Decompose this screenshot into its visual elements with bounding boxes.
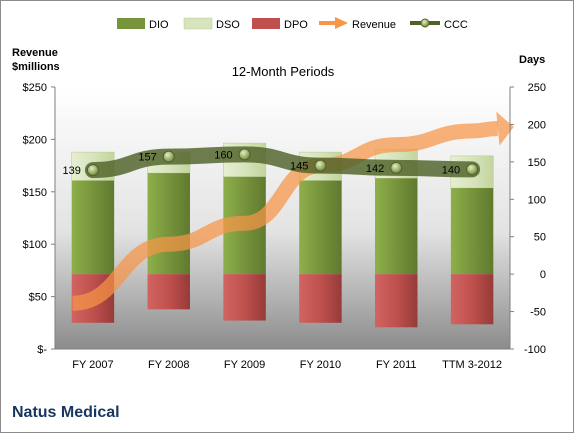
company-name: Natus Medical bbox=[12, 404, 120, 421]
ccc-data-label: 145 bbox=[290, 161, 308, 173]
ccc-point bbox=[314, 159, 327, 172]
dpo-bar bbox=[299, 274, 342, 323]
legend-item-ccc: CCC bbox=[410, 18, 468, 31]
left-tick-label: $100 bbox=[23, 239, 47, 251]
dio-bar bbox=[71, 180, 115, 275]
legend-label-dio: DIO bbox=[149, 19, 169, 31]
left-axis-label-line2: $millions bbox=[12, 61, 60, 73]
dio-bar bbox=[299, 180, 342, 275]
legend-label-revenue: Revenue bbox=[352, 19, 396, 31]
x-tick-label: FY 2008 bbox=[148, 359, 189, 371]
revenue-arrowhead bbox=[496, 111, 514, 146]
right-tick-label: 0 bbox=[540, 269, 546, 281]
ccc-point bbox=[162, 150, 175, 163]
x-tick-label: TTM 3-2012 bbox=[442, 359, 502, 371]
ccc-data-label: 157 bbox=[138, 152, 156, 164]
left-tick-label: $50 bbox=[29, 292, 47, 304]
dpo-bar bbox=[147, 274, 190, 310]
dpo-bar bbox=[223, 274, 266, 321]
chart-title: 12-Month Periods bbox=[232, 64, 335, 79]
legend-item-dio: DIO bbox=[117, 18, 169, 31]
right-tick-label: 50 bbox=[534, 232, 546, 244]
legend-label-dso: DSO bbox=[216, 19, 240, 31]
x-tick-label: FY 2007 bbox=[72, 359, 113, 371]
ccc-point bbox=[238, 148, 251, 161]
ccc-data-label: 160 bbox=[214, 149, 232, 161]
ccc-data-label: 140 bbox=[442, 164, 460, 176]
dpo-bar bbox=[450, 274, 494, 325]
legend-item-dpo: DPO bbox=[252, 18, 308, 31]
left-tick-label: $150 bbox=[23, 187, 47, 199]
x-tick-label: FY 2010 bbox=[300, 359, 341, 371]
legend-label-ccc: CCC bbox=[444, 19, 468, 31]
axes-layer: $- $50 $100 $150 $200 $250 -100 -50 0 50 100 150 200… bbox=[23, 82, 546, 371]
plot-area bbox=[55, 87, 510, 349]
ccc-data-label: 139 bbox=[63, 165, 81, 177]
ccc-layer: 139 157 160 145 142 140 bbox=[63, 146, 481, 179]
left-tick-label: $- bbox=[37, 344, 47, 356]
left-axis-label-line1: Revenue bbox=[12, 47, 58, 59]
left-tick-label: $200 bbox=[23, 134, 47, 146]
right-tick-label: 250 bbox=[528, 82, 546, 94]
right-tick-label: 200 bbox=[528, 119, 546, 131]
ccc-point bbox=[86, 164, 99, 177]
right-tick-label: -50 bbox=[530, 307, 546, 319]
right-tick-label: 100 bbox=[528, 194, 546, 206]
right-tick-label: -100 bbox=[524, 344, 546, 356]
right-axis-label: Days bbox=[519, 54, 545, 66]
dio-bar bbox=[147, 173, 190, 275]
left-tick-label: $250 bbox=[23, 82, 47, 94]
ccc-data-label: 142 bbox=[366, 163, 384, 175]
ccc-point bbox=[390, 161, 403, 174]
legend-item-revenue: Revenue bbox=[319, 17, 396, 31]
ccc-point bbox=[466, 163, 479, 176]
x-tick-label: FY 2011 bbox=[376, 359, 417, 371]
legend-label-dpo: DPO bbox=[284, 19, 308, 31]
dio-bar bbox=[450, 188, 494, 275]
x-tick-label: FY 2009 bbox=[224, 359, 265, 371]
legend-item-dso: DSO bbox=[183, 17, 240, 31]
dio-bar bbox=[375, 178, 418, 275]
legend: DIO DSO DPO Revenue CCC bbox=[117, 17, 468, 31]
dpo-bar bbox=[375, 274, 418, 328]
right-tick-label: 150 bbox=[528, 157, 546, 169]
